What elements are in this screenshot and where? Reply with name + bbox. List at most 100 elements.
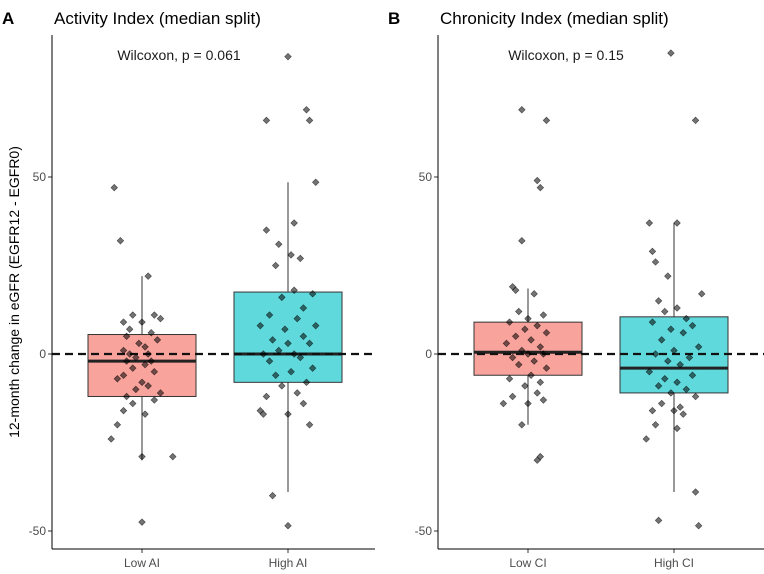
panel-b-data-point [521, 382, 529, 390]
panel-b-data-point [515, 307, 523, 316]
panel-letter-a: A [2, 9, 14, 28]
panel-b-data-point [502, 339, 511, 348]
panel-b-data-point [694, 521, 703, 530]
panel-a-data-point [256, 321, 265, 330]
panel-b-data-point [539, 396, 548, 404]
panel-a-data-point [129, 364, 137, 372]
panel-a-data-point [278, 293, 286, 302]
panel-a-data-point [144, 350, 152, 358]
panel-a-data-point [138, 318, 146, 326]
panel-a-data-point [125, 350, 134, 358]
panel-a-data-point [265, 357, 274, 365]
panel-a-data-point [268, 336, 277, 344]
panel-b-data-point [651, 350, 660, 358]
panel-a-data-point [116, 236, 125, 245]
panel-b-data-point [511, 286, 520, 295]
panel-a-data-point [293, 389, 301, 397]
panel-a-data-point [138, 452, 146, 461]
panel-b-data-point [533, 321, 541, 330]
panel-b-data-point [505, 375, 514, 383]
panel-b-data-point [539, 350, 548, 358]
panel-b-data-point [533, 176, 541, 185]
panel-a-data-point [122, 357, 131, 365]
panel-b-data-point [536, 343, 545, 351]
panel-b-data-point [518, 106, 526, 114]
panel-b-ticks: -50 0 50 Low CI High CI [415, 170, 694, 570]
panel-a-data-point [299, 399, 308, 408]
panel-b-title: Chronicity Index (median split) [440, 9, 669, 28]
panel-a-data-point [278, 382, 286, 390]
panel-b-data-point [654, 297, 663, 305]
panel-b-data-point [670, 406, 678, 415]
panel-b-data-point [533, 456, 541, 464]
panel-a-x-tick-label: Low AI [124, 556, 160, 570]
panel-a-data-point [150, 396, 159, 404]
panel-b-data-point [508, 392, 517, 401]
panel-a-data-point [147, 329, 155, 337]
panel-a-data-point [259, 410, 268, 418]
panel-b-data-point [542, 364, 551, 372]
panel-b-data-point [673, 424, 681, 433]
panel-a-data-point [119, 346, 128, 355]
panel-b-data-point [530, 290, 538, 298]
panel-b-y-tick-label: 0 [425, 347, 432, 361]
panel-b-data-point [508, 353, 517, 362]
panel-a-data-point [311, 321, 320, 330]
panel-a-data-point [132, 353, 140, 362]
panel-a-data-point [107, 435, 115, 443]
panel-letter-b: B [388, 9, 400, 28]
panel-b-data-point [518, 421, 526, 429]
panel-a-data-point [296, 254, 305, 263]
panel-b-data-point [515, 360, 523, 369]
panel-b-data-point [645, 367, 654, 376]
panel-b-data-point [654, 516, 663, 525]
panel-a-box-high [233, 291, 343, 383]
panel-b-x-tick-label: Low CI [509, 556, 546, 570]
panel-a-data-point [305, 339, 314, 348]
panel-b-data-point [679, 410, 687, 418]
panel-a-data-point [271, 371, 280, 379]
panel-a-data-point [265, 311, 274, 319]
panel-b-x-tick-label: High CI [654, 556, 694, 570]
panel-b: B Chronicity Index (median split) Wilcox… [388, 9, 764, 570]
panel-a-y-tick-label: -50 [29, 524, 47, 538]
panel-a-data-point [299, 304, 308, 312]
panel-b-data-point [670, 346, 678, 355]
panel-b-data-point [664, 272, 672, 280]
panel-b-data-point [657, 399, 666, 408]
panel-a-data-point [141, 343, 149, 351]
panel-a-data-point [125, 325, 134, 333]
panel-b-box-low [473, 321, 583, 376]
panel-b-data-point [648, 247, 657, 256]
panel-a-data-point [281, 325, 289, 333]
panel-a-data-point [302, 378, 311, 387]
panel-b-data-point [673, 378, 681, 387]
panel-a-data-point [119, 371, 128, 379]
panel-b-data-point [685, 353, 694, 362]
panel-a-data-point [299, 332, 308, 341]
panel-a-data-point [122, 332, 131, 341]
panel-b-data-point [682, 314, 691, 323]
panel-a-data-point [262, 116, 271, 125]
panel-b-data-point [539, 311, 548, 319]
panel-a-data-point [156, 389, 165, 397]
panel-b-data-point [505, 318, 514, 326]
panel-a-data-point [132, 385, 140, 394]
panel-b-data-point [688, 371, 697, 379]
panel-a-data-point [287, 251, 295, 259]
panel-a-data-point [119, 406, 128, 415]
panel-b-data-point [648, 406, 657, 415]
panel-b-data-point [667, 389, 675, 397]
panel-a-data-point [141, 410, 149, 418]
panel-b-data-point [697, 290, 706, 298]
panel-b-data-point [536, 378, 545, 387]
panel-a-data-point [169, 452, 177, 461]
panel-b-data-point [518, 346, 526, 355]
panel-b-data-point [667, 49, 675, 57]
panel-a-data-point [262, 226, 271, 234]
panel-b-data-point [676, 403, 684, 411]
panel-a-data-point [284, 521, 292, 530]
panel-b-data-point [499, 399, 508, 408]
panel-a-marks [87, 182, 343, 493]
